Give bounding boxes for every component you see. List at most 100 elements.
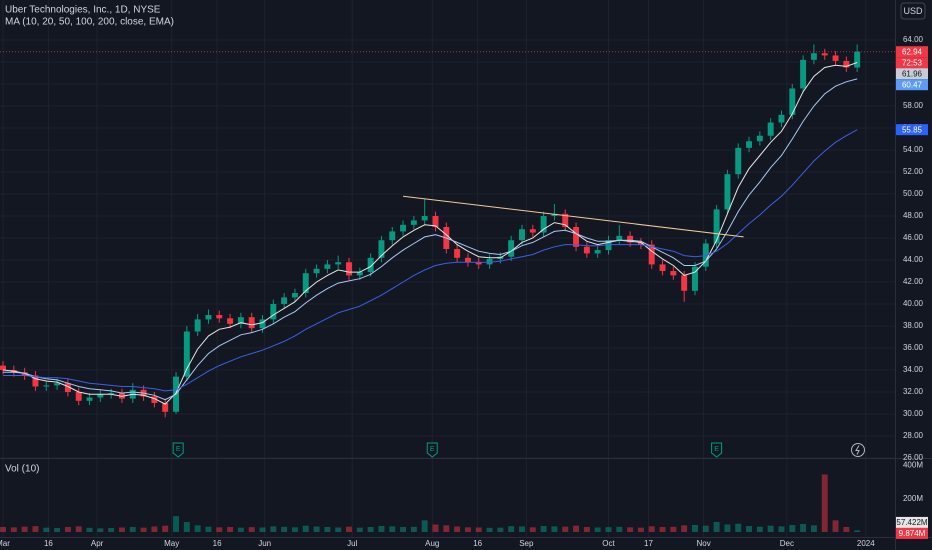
candle-body — [335, 262, 342, 265]
volume-bar — [227, 527, 234, 532]
candle-body — [410, 220, 417, 225]
earnings-marker[interactable]: E — [711, 442, 723, 458]
candle-body — [767, 122, 774, 136]
earnings-label[interactable]: E — [176, 446, 181, 453]
candle-body — [346, 262, 352, 276]
volume-bar — [64, 527, 71, 532]
earnings-icon[interactable] — [172, 442, 184, 458]
candle-body — [637, 242, 644, 245]
volume-bar — [735, 523, 742, 532]
candle-body — [843, 60, 850, 68]
earnings-label[interactable]: E — [714, 446, 719, 453]
candle-body — [291, 293, 298, 298]
volume-bar — [151, 526, 158, 532]
candle-body — [118, 393, 125, 399]
volume-bar — [681, 525, 688, 532]
volume-bar — [832, 520, 839, 532]
volume-bar — [637, 527, 644, 532]
volume-bar — [529, 527, 536, 532]
candle-body — [21, 372, 28, 376]
candle-body — [237, 317, 244, 324]
earnings-marker[interactable]: E — [172, 442, 184, 458]
candle-body — [259, 319, 266, 329]
volume-bar — [205, 526, 212, 532]
candle-body — [508, 240, 515, 257]
volume-bar — [378, 526, 385, 532]
x-tick-label: Nov — [697, 539, 711, 548]
volume-bar — [713, 522, 720, 532]
volume-tag: 9.874M — [899, 529, 926, 538]
volume-bar — [270, 526, 277, 532]
y-tick-label: 38.00 — [903, 321, 924, 330]
x-tick-label: 17 — [644, 539, 653, 548]
candle-body — [821, 53, 828, 56]
trendline — [403, 195, 744, 238]
x-tick-label: 16 — [213, 539, 222, 548]
volume-bar — [540, 526, 547, 532]
x-tick-label: May — [164, 539, 179, 548]
volume-bar — [237, 527, 244, 532]
y-tick-label: 46.00 — [903, 233, 924, 242]
volume-bar — [367, 527, 374, 532]
volume-bar — [843, 527, 850, 532]
candle-body — [616, 235, 623, 241]
volume-bar — [54, 528, 61, 532]
y-tick-label: 34.00 — [903, 365, 924, 374]
candle-body — [86, 397, 93, 401]
y-tick-label: 30.00 — [903, 409, 924, 418]
y-tick-label: 64.00 — [903, 35, 924, 44]
candle-body — [583, 246, 590, 254]
candle-body — [151, 396, 158, 404]
x-tick-label: Mar — [0, 539, 10, 548]
volume-bar — [313, 526, 320, 532]
candle-body — [670, 271, 677, 276]
currency-box[interactable] — [900, 2, 926, 20]
volume-bar — [400, 527, 407, 532]
candle-body — [594, 250, 601, 254]
candle-body — [692, 266, 698, 291]
volume-ma-tag-bg — [896, 516, 928, 528]
volume-bar — [659, 527, 666, 532]
earnings-marker[interactable]: E — [426, 442, 438, 458]
volume-bar — [291, 527, 298, 532]
volume-bar — [692, 525, 698, 532]
ma-tag-bg — [896, 79, 928, 91]
earnings-label[interactable]: E — [430, 446, 435, 453]
y-tick-label: 48.00 — [903, 211, 924, 220]
volume-tag-bg — [896, 527, 928, 539]
volume-bar — [118, 527, 125, 532]
replay-icon[interactable] — [851, 443, 865, 457]
candle-body — [519, 229, 525, 241]
candle-body — [356, 272, 363, 276]
volume-bar — [183, 522, 190, 532]
x-tick-label: 16 — [44, 539, 53, 548]
earnings-icon[interactable] — [426, 442, 438, 458]
volume-bar — [356, 527, 363, 532]
volume-bar — [573, 525, 580, 532]
earnings-icon[interactable] — [711, 442, 723, 458]
volume-bar — [767, 525, 774, 532]
x-tick-label: 2024 — [857, 539, 875, 548]
volume-bar — [389, 526, 396, 532]
currency[interactable]: USD — [903, 6, 923, 16]
candle-body — [832, 55, 839, 61]
volume-bar — [335, 527, 342, 532]
x-tick-label: Jun — [258, 539, 271, 548]
candle-body — [724, 174, 731, 210]
volume-bar — [140, 527, 147, 532]
candle-body — [432, 216, 439, 228]
candle-body — [216, 315, 223, 319]
ma-tag-bg — [896, 68, 928, 80]
candle-body — [800, 59, 807, 89]
icon-bolt[interactable] — [855, 445, 860, 455]
volume-bar — [756, 526, 763, 532]
candle-body — [562, 213, 569, 228]
candle-body — [605, 240, 612, 251]
y-tick-label: 36.00 — [903, 343, 924, 352]
indicator-legend: MA (10, 20, 50, 100, 200, close, EMA) — [5, 17, 174, 28]
ma-tag: 60.47 — [902, 80, 923, 89]
icon-circle[interactable] — [851, 443, 865, 457]
ma-tag: 61.96 — [902, 69, 923, 78]
